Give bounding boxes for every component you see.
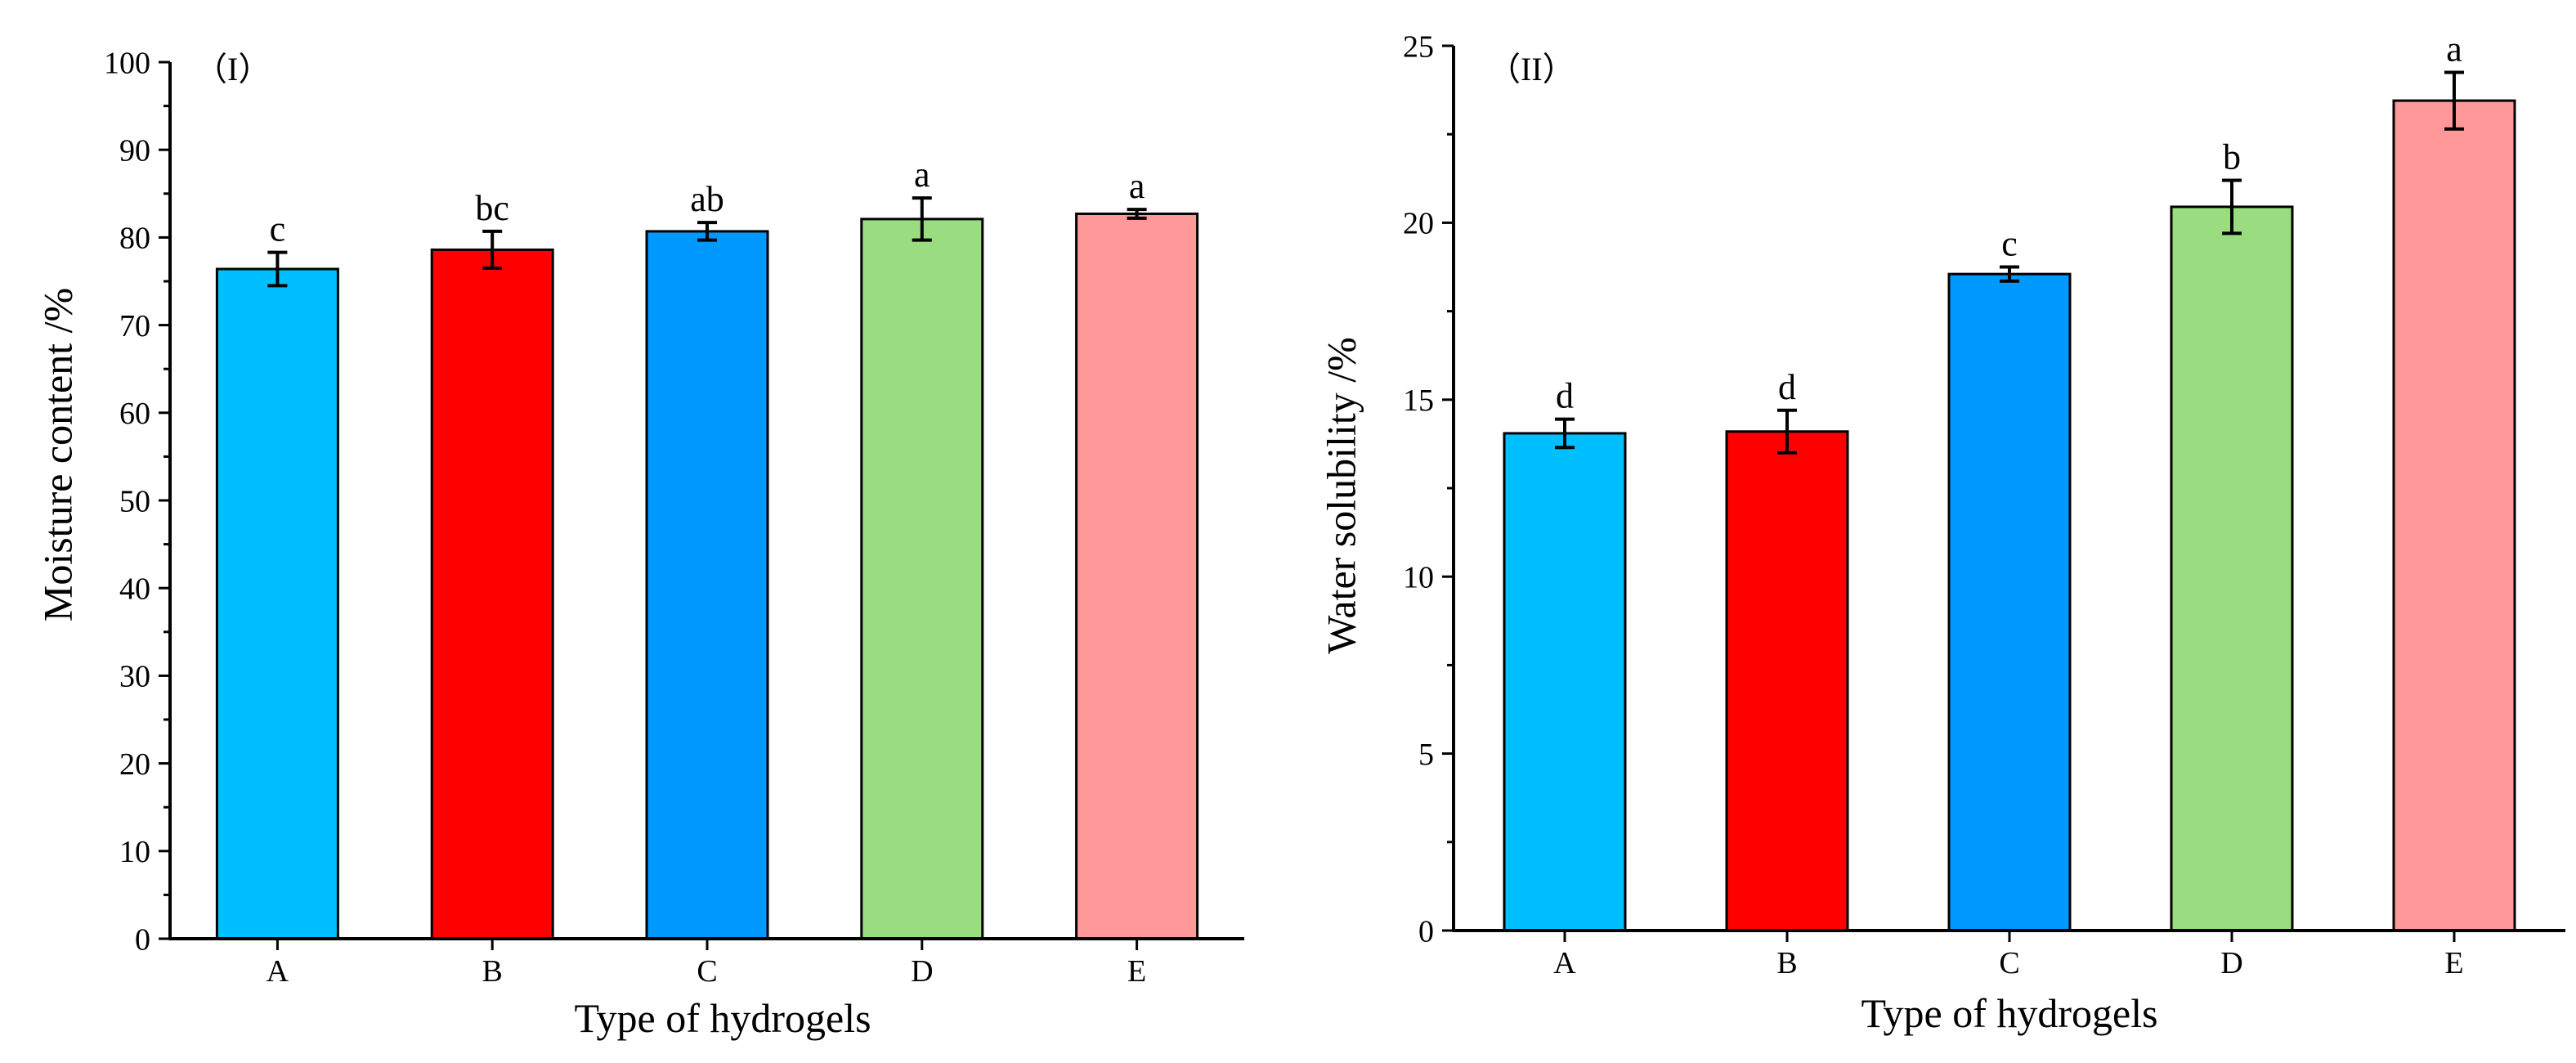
y-tick-label: 0	[1418, 914, 1434, 949]
x-tick-label: B	[1776, 946, 1797, 980]
bar-B	[1725, 430, 1849, 932]
y-tick-label: 20	[1403, 207, 1434, 241]
error-bar-C	[2000, 265, 2019, 283]
error-bar-A	[1555, 417, 1575, 450]
significance-label: c	[2001, 224, 2018, 264]
y-tick-label: 20	[119, 747, 150, 782]
x-tick-label: E	[1127, 954, 1146, 989]
y-tick-label: 10	[1403, 561, 1434, 595]
error-bar-E	[1127, 208, 1147, 220]
bar-C	[645, 230, 769, 940]
y-tick-label: 40	[119, 572, 150, 607]
significance-label: a	[914, 155, 930, 195]
y-tick-label: 70	[119, 309, 150, 343]
x-tick-label: A	[267, 954, 289, 989]
error-bar-D	[2222, 178, 2242, 235]
bar-B	[430, 248, 554, 940]
x-tick-label: A	[1553, 946, 1576, 980]
significance-label: bc	[475, 188, 509, 228]
significance-label: b	[2223, 137, 2241, 177]
significance-label: c	[270, 209, 286, 249]
significance-label: a	[2446, 29, 2462, 69]
bar-D	[860, 218, 984, 940]
x-tick-label: B	[482, 954, 503, 989]
x-tick-label: E	[2444, 946, 2463, 980]
significance-label: d	[1556, 376, 1574, 416]
y-tick-label: 100	[104, 46, 150, 80]
chart-water-solubility: （II） Water solubility /% Type of hydroge…	[1319, 29, 2565, 1036]
x-tick-label: C	[697, 954, 717, 989]
x-tick-label: D	[2220, 946, 2242, 980]
x-axis-title: Type of hydrogels	[574, 995, 871, 1041]
significance-label: a	[1129, 166, 1145, 206]
significance-label: ab	[690, 179, 724, 219]
y-tick-label: 5	[1418, 738, 1434, 772]
bar-A	[1503, 432, 1627, 932]
x-tick-label: C	[1999, 946, 2019, 980]
bar-D	[2170, 205, 2294, 932]
error-bar-A	[267, 250, 288, 288]
error-bar-C	[697, 221, 717, 242]
error-bar-D	[912, 196, 932, 242]
bar-E	[2392, 99, 2516, 932]
panel-label-i: （I）	[195, 51, 271, 87]
y-tick-label: 60	[119, 397, 150, 431]
x-axis-title: Type of hydrogels	[1861, 990, 2157, 1036]
panel-label-ii: （II）	[1488, 51, 1575, 87]
bar-A	[215, 267, 339, 940]
y-axis-title: Water solubility /%	[1319, 337, 1364, 654]
y-axis-title: Moisture content /%	[35, 288, 81, 621]
y-tick-label: 50	[119, 484, 150, 518]
error-bar-B	[482, 229, 503, 270]
error-bar-E	[2444, 70, 2464, 131]
y-tick-label: 90	[119, 134, 150, 168]
y-tick-label: 80	[119, 222, 150, 256]
y-tick-label: 0	[135, 922, 150, 957]
y-tick-label: 30	[119, 660, 150, 694]
y-tick-label: 10	[119, 835, 150, 869]
bar-E	[1075, 212, 1199, 940]
y-tick-label: 15	[1403, 383, 1434, 418]
x-tick-label: D	[911, 954, 933, 989]
chart-moisture-content: （I） Moisture content /% Type of hydrogel…	[35, 46, 1244, 1041]
error-bar-B	[1777, 408, 1797, 455]
bar-C	[1947, 272, 2072, 932]
y-tick-label: 25	[1403, 29, 1434, 64]
significance-label: d	[1778, 367, 1796, 407]
